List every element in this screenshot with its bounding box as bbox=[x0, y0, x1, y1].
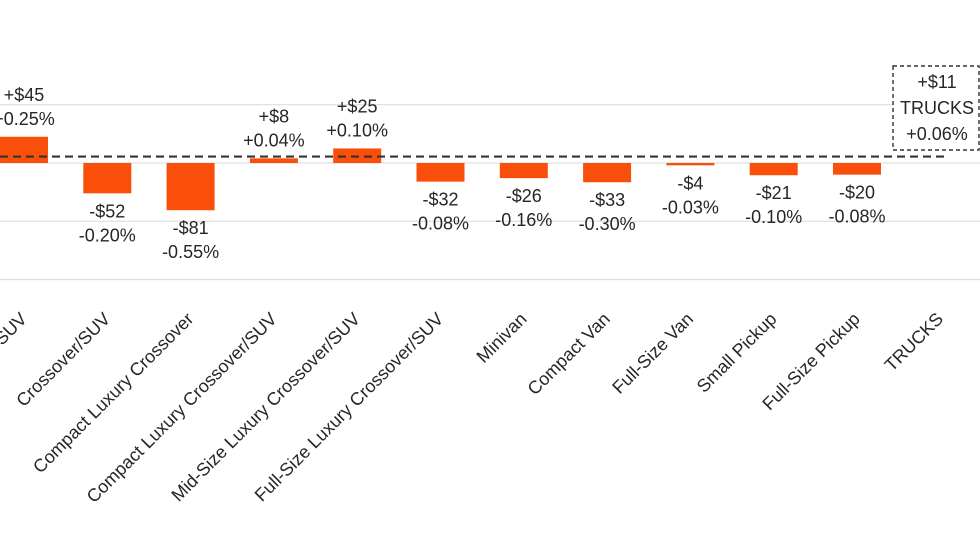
dollar-data-label: -$20 bbox=[839, 183, 875, 203]
dollar-data-label: -$81 bbox=[173, 218, 209, 238]
percent-data-label: +0.04% bbox=[243, 130, 305, 150]
reference-callout-box bbox=[892, 65, 980, 151]
category-tick-label: Compact Van bbox=[524, 309, 614, 399]
dollar-data-label: +$11 bbox=[917, 72, 956, 92]
bar bbox=[249, 158, 298, 163]
dollar-data-label: +$25 bbox=[337, 96, 378, 116]
reference-category-label: TRUCKS bbox=[900, 98, 974, 118]
dollar-data-label: -$33 bbox=[589, 190, 625, 210]
dollar-data-label: -$32 bbox=[422, 190, 458, 210]
dollar-data-label: -$52 bbox=[89, 201, 125, 221]
percent-data-label: +0.10% bbox=[326, 120, 388, 140]
dollar-data-label: -$21 bbox=[756, 183, 792, 203]
percent-data-label: -0.08% bbox=[412, 214, 469, 234]
dollar-data-label: -$4 bbox=[677, 173, 703, 193]
category-tick-label: Small Pickup bbox=[693, 309, 781, 397]
bar bbox=[416, 163, 465, 182]
bar bbox=[583, 163, 632, 183]
percent-data-label: -0.20% bbox=[79, 225, 136, 245]
percent-data-label: +0.06% bbox=[906, 124, 968, 144]
bar bbox=[166, 163, 215, 211]
percent-data-label: -0.08% bbox=[828, 207, 885, 227]
bar bbox=[83, 163, 132, 194]
bar bbox=[833, 163, 881, 175]
dollar-data-label: +$8 bbox=[259, 106, 290, 126]
percent-data-label: -0.03% bbox=[662, 197, 719, 217]
category-tick-label: SUV bbox=[0, 309, 31, 349]
bar bbox=[666, 163, 715, 166]
category-tick-label: Full-Size Luxury Crossover/SUV bbox=[251, 309, 448, 506]
category-tick-label: Minivan bbox=[473, 309, 531, 367]
category-tick-label: Compact Luxury Crossover bbox=[29, 309, 197, 477]
bar bbox=[0, 136, 48, 163]
percent-data-label: +0.25% bbox=[0, 109, 55, 129]
dollar-data-label: -$26 bbox=[506, 186, 542, 206]
percent-data-label: -0.10% bbox=[745, 207, 802, 227]
bar bbox=[749, 163, 798, 176]
percent-data-label: -0.55% bbox=[162, 242, 219, 262]
bar bbox=[499, 163, 548, 179]
percent-data-label: -0.30% bbox=[579, 214, 636, 234]
percent-data-label: -0.16% bbox=[495, 210, 552, 230]
category-tick-label: TRUCKS bbox=[881, 309, 947, 375]
dollar-data-label: +$45 bbox=[4, 85, 45, 105]
category-tick-label: Full-Size Van bbox=[608, 309, 697, 398]
